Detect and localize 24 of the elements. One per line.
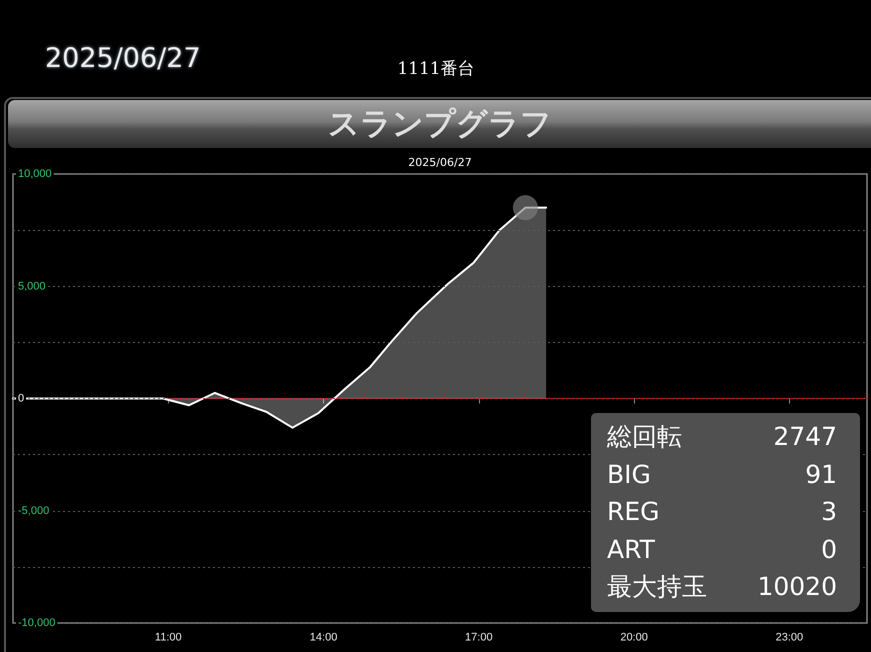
chart-title: スランプグラフ	[327, 105, 553, 144]
y-tick-label: 0	[18, 392, 24, 404]
annotation: 総回転	[607, 421, 682, 453]
annotation: REG	[607, 496, 660, 528]
annotation: 10020	[757, 572, 837, 602]
x-tick-label: 23:00	[776, 632, 804, 644]
x-tick-label: 20:00	[620, 632, 648, 644]
y-tick-label: -10,000	[18, 617, 56, 629]
annotation: 最大持玉	[607, 571, 707, 604]
annotation: BIG	[607, 458, 651, 491]
annotation: ART	[607, 534, 655, 566]
chart-subtitle: 2025/06/27	[407, 156, 473, 169]
text: 2025/06/27	[45, 43, 201, 74]
y-tick-label: 5,000	[18, 280, 46, 292]
y-tick-label: 10,000	[18, 168, 52, 180]
annotation: 2747	[772, 421, 837, 453]
annotation: 0	[820, 534, 837, 566]
y-tick-label: -5,000	[18, 504, 50, 517]
annotation: 91	[804, 458, 837, 491]
x-tick-label: 14:00	[310, 632, 338, 644]
text: 1111番台	[396, 58, 476, 80]
annotation: 3	[820, 496, 837, 528]
x-tick-label: 11:00	[154, 632, 182, 644]
x-tick-label: 17:00	[465, 632, 493, 644]
